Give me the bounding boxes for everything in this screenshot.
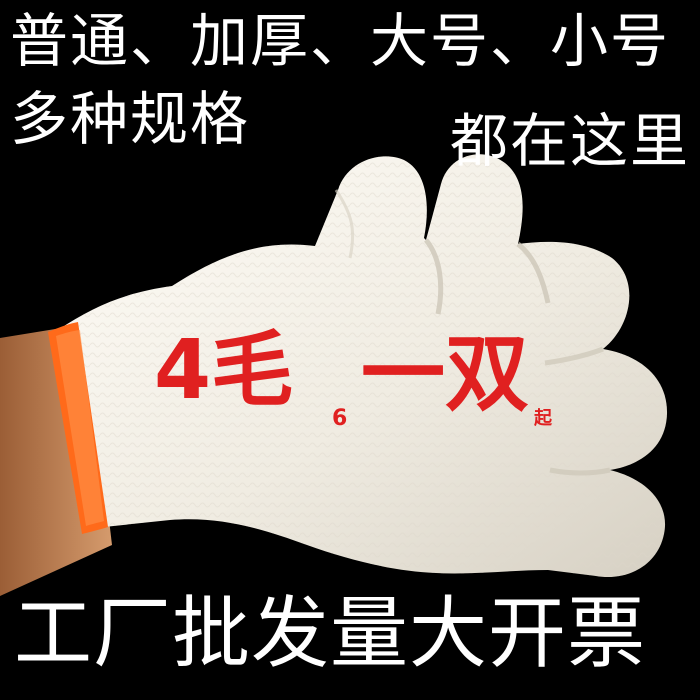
headline-line-1: 普通、加厚、大号、小号: [10, 7, 671, 75]
price-block: 4毛 6 一双 起: [154, 330, 584, 435]
headline-line-2: 多种规格: [10, 85, 251, 153]
footer-line: 工厂批发量大开票: [14, 589, 647, 679]
price-superscript: 6: [332, 406, 348, 431]
glove: [58, 154, 668, 578]
price-main-b: 一双: [361, 325, 530, 423]
price-main-a: 4毛: [154, 323, 294, 418]
price-suffix: 起: [534, 408, 552, 429]
headline-line-3: 都在这里: [450, 107, 691, 175]
glove-cuff: [48, 322, 108, 534]
